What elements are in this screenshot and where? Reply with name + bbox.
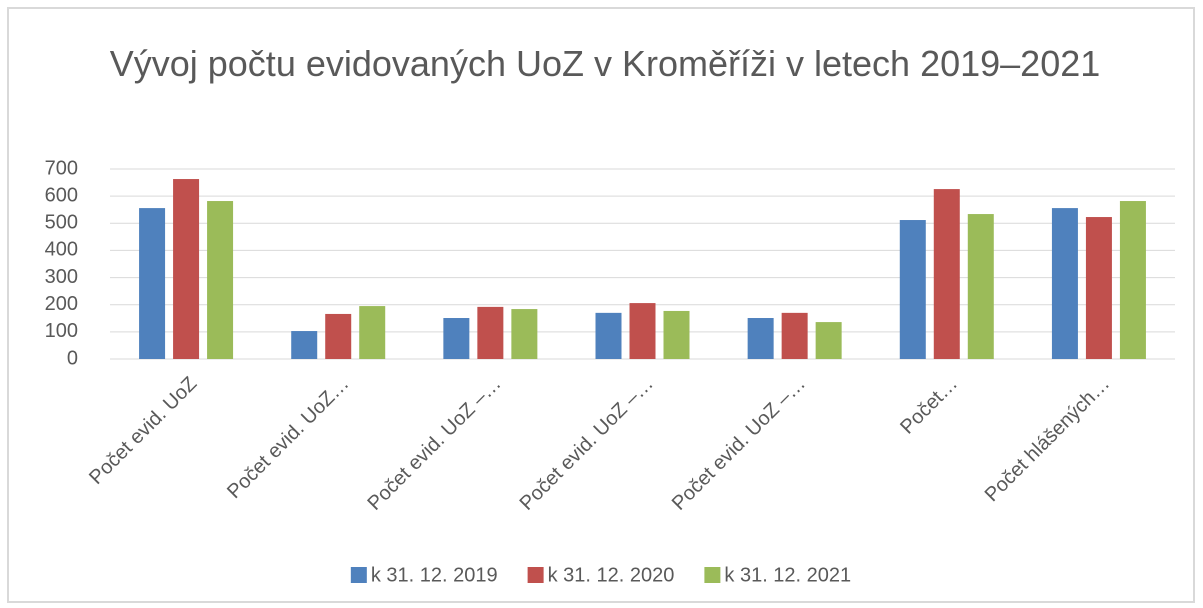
bar xyxy=(325,313,352,359)
bar xyxy=(173,179,200,359)
legend-swatch xyxy=(527,567,544,583)
x-tick-label: Počet… xyxy=(896,373,962,439)
bar xyxy=(663,310,690,359)
legend-label: k 31. 12. 2020 xyxy=(548,564,675,586)
bar xyxy=(933,189,960,359)
legend-swatch xyxy=(350,567,367,583)
bar xyxy=(207,201,234,359)
bar xyxy=(1119,201,1146,359)
legend-label: k 31. 12. 2019 xyxy=(371,564,498,586)
bar xyxy=(443,318,470,359)
x-tick-label: Počet evid. UoZ… xyxy=(223,373,353,503)
legend-label: k 31. 12. 2021 xyxy=(724,564,851,586)
bar xyxy=(359,306,386,359)
bar xyxy=(1085,217,1112,359)
bar xyxy=(511,309,538,359)
bar xyxy=(747,318,774,359)
y-tick-label: 100 xyxy=(45,320,78,342)
bar xyxy=(629,303,656,359)
bar xyxy=(291,331,318,359)
legend-swatch xyxy=(704,567,721,583)
y-tick-label: 200 xyxy=(45,293,78,315)
y-tick-label: 700 xyxy=(45,157,78,179)
bar xyxy=(899,220,926,359)
bar xyxy=(477,306,504,359)
chart-border xyxy=(7,7,1195,603)
y-tick-label: 300 xyxy=(45,266,78,288)
x-tick-label: Počet evid. UoZ xyxy=(85,373,201,489)
x-tick-label: Počet evid. UoZ –… xyxy=(668,373,810,515)
x-tick-label: Počet evid. UoZ –… xyxy=(364,373,506,515)
chart-title: Vývoj počtu evidovaných UoZ v Kroměříži … xyxy=(109,43,1101,84)
bar xyxy=(1051,208,1078,359)
bar xyxy=(815,322,842,359)
y-tick-label: 500 xyxy=(45,212,78,234)
bar xyxy=(781,312,808,359)
bar xyxy=(967,214,994,359)
bar xyxy=(139,208,166,359)
x-tick-label: Počet evid. UoZ –… xyxy=(516,373,658,515)
y-tick-label: 0 xyxy=(67,347,78,369)
y-tick-label: 600 xyxy=(45,184,78,206)
y-tick-label: 400 xyxy=(45,239,78,261)
x-tick-label: Počet hlášených… xyxy=(981,373,1114,506)
bar xyxy=(595,312,622,359)
